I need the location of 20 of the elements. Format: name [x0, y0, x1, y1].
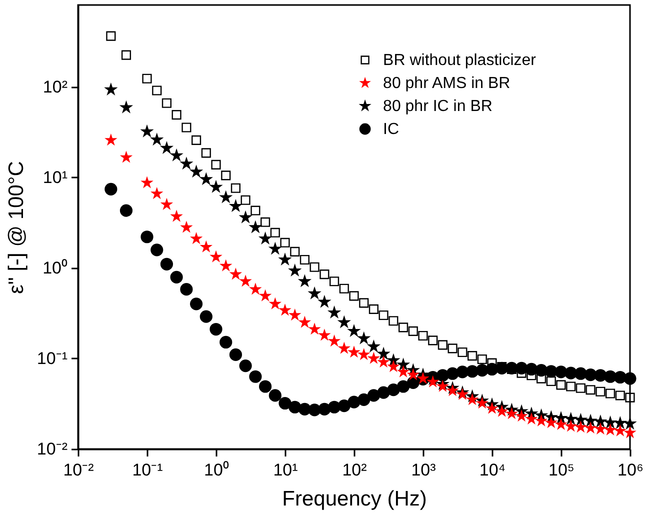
- y-tick-label: 10²: [42, 77, 68, 96]
- x-tick-label: 10⁴: [479, 460, 506, 480]
- x-tick-label: 10⁵: [548, 460, 574, 480]
- x-tick-label: 10⁰: [204, 460, 229, 480]
- y-tick-label: 10⁰: [42, 258, 68, 278]
- y-tick-label: 10⁻¹: [36, 348, 68, 368]
- x-tick-label: 10²: [342, 460, 368, 480]
- x-axis-title: Frequency (Hz): [282, 488, 427, 510]
- y-axis-title: ε" [-] @ 100°C: [4, 161, 28, 294]
- x-tick-label: 10³: [411, 460, 436, 480]
- legend-label: 80 phr IC in BR: [383, 98, 492, 115]
- legend-label: 80 phr AMS in BR: [383, 75, 510, 92]
- legend-label: BR without plasticizer: [383, 52, 537, 69]
- x-tick-label: 10⁶: [618, 460, 644, 480]
- x-tick-label: 10⁻²: [63, 460, 94, 480]
- y-tick-label: 10¹: [42, 168, 68, 187]
- y-tick-label: 10⁻²: [36, 440, 68, 458]
- legend-label: IC: [383, 121, 400, 138]
- x-tick-label: 10¹: [273, 460, 298, 480]
- x-tick-label: 10⁻¹: [132, 460, 164, 480]
